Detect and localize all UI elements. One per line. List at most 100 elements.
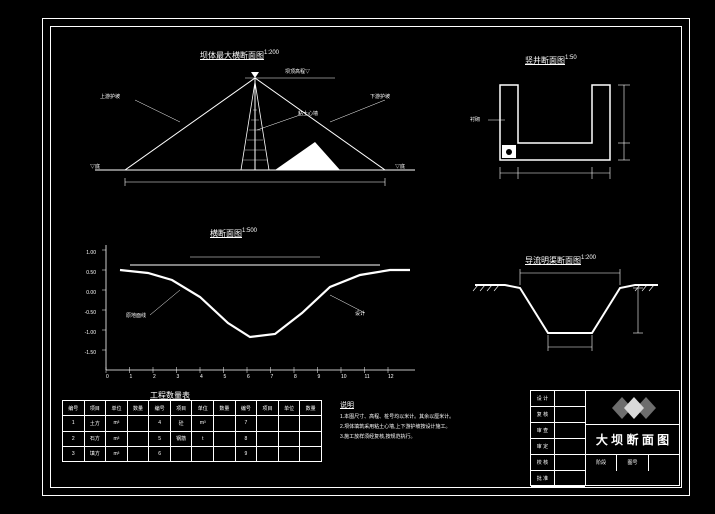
- table-cell: [214, 431, 236, 446]
- table-header-cell: 单位: [106, 401, 128, 416]
- table-cell: 9: [235, 446, 257, 461]
- table-cell: 石方: [84, 431, 106, 446]
- table-header-cell: 数量: [300, 401, 322, 416]
- dam-title-text: 坝体最大横断面图: [200, 51, 264, 60]
- table-cell: [278, 446, 300, 461]
- table-cell: m³: [106, 431, 128, 446]
- footer-stage: 阶段: [586, 455, 617, 471]
- table-cell: 2: [63, 431, 85, 446]
- dam-crest-label: 坝顶高程▽: [285, 68, 310, 75]
- table-header-cell: 编号: [235, 401, 257, 416]
- signature-label: 校 核: [531, 455, 555, 470]
- table-cell: m³: [192, 416, 214, 431]
- table-cell: 6: [149, 446, 171, 461]
- table-cell: 7: [235, 416, 257, 431]
- signature-row: 审 查: [531, 423, 585, 439]
- table-cell: 1: [63, 416, 85, 431]
- river-x-tick: 6: [247, 374, 250, 380]
- river-scale: 1:500: [242, 228, 257, 234]
- river-section-drawing: [70, 235, 420, 380]
- dam-section-drawing: [85, 60, 425, 200]
- signature-value: [555, 407, 585, 422]
- table-cell: t: [192, 431, 214, 446]
- table-cell: [300, 431, 322, 446]
- table-cell: 4: [149, 416, 171, 431]
- signature-value: [555, 471, 585, 486]
- table-cell: 填方: [84, 446, 106, 461]
- table-cell: 5: [149, 431, 171, 446]
- river-design-label: 设计: [355, 310, 365, 317]
- table-header-cell: 编号: [149, 401, 171, 416]
- table-cell: [300, 416, 322, 431]
- signature-value: [555, 439, 585, 454]
- table-header-cell: 单位: [278, 401, 300, 416]
- river-y-tick: -1.00: [74, 330, 96, 336]
- signature-label: 批 准: [531, 471, 555, 486]
- table-cell: [257, 431, 279, 446]
- river-x-tick: 11: [365, 374, 370, 380]
- table-cell: [192, 446, 214, 461]
- table-cell: [257, 416, 279, 431]
- shaft-title-text: 竖井断面图: [525, 56, 565, 65]
- table-cell: [214, 416, 236, 431]
- dam-scale: 1:200: [264, 50, 279, 56]
- river-x-tick: 8: [294, 374, 297, 380]
- note-line-3: 3.施工放样须经复核,按规范执行。: [340, 434, 520, 440]
- table-header-cell: 项目: [257, 401, 279, 416]
- table-cell: [278, 431, 300, 446]
- river-x-tick: 3: [177, 374, 180, 380]
- signature-value: [555, 423, 585, 438]
- river-x-tick: 0: [106, 374, 109, 380]
- signature-label: 审 定: [531, 439, 555, 454]
- river-x-tick: 10: [341, 374, 347, 380]
- river-x-tick: 5: [224, 374, 227, 380]
- river-ground-label: 原地面线: [126, 312, 146, 319]
- channel-section-drawing: [470, 255, 660, 375]
- shaft-side-label: 衬砌: [470, 116, 480, 123]
- table-cell: [127, 446, 149, 461]
- signature-label: 设 计: [531, 391, 555, 406]
- table-cell: [127, 431, 149, 446]
- footer-page: [649, 455, 679, 471]
- signature-label: 复 核: [531, 407, 555, 422]
- river-x-tick: 9: [318, 374, 321, 380]
- dam-upstream-label: 上游护坡: [100, 93, 120, 100]
- signature-value: [555, 455, 585, 470]
- river-y-tick: 1.00: [74, 250, 96, 256]
- table-header-cell: 项目: [170, 401, 192, 416]
- table-cell: m³: [106, 416, 128, 431]
- table-header-cell: 数量: [214, 401, 236, 416]
- table-cell: m³: [106, 446, 128, 461]
- dam-core-label: 粘土心墙: [298, 110, 318, 117]
- table-cell: [278, 416, 300, 431]
- notes-title: 说明: [340, 400, 520, 410]
- table-header-cell: 单位: [192, 401, 214, 416]
- dam-base-right: ▽底: [395, 163, 405, 170]
- river-y-tick: -1.50: [74, 350, 96, 356]
- table-cell: [127, 416, 149, 431]
- sheet-title: 大 坝 断 面 图: [586, 425, 679, 455]
- table-cell: [170, 446, 192, 461]
- river-x-tick: 7: [271, 374, 274, 380]
- table-header-cell: 数量: [127, 401, 149, 416]
- river-x-tick: 2: [153, 374, 156, 380]
- signature-row: 审 定: [531, 439, 585, 455]
- title-block-signatures: 设 计复 核审 查审 定校 核批 准: [531, 391, 586, 485]
- shaft-section-drawing: [480, 65, 650, 195]
- table-cell: 砼: [170, 416, 192, 431]
- shaft-scale: 1:50: [565, 55, 577, 61]
- river-x-tick: 1: [130, 374, 133, 380]
- signature-value: [555, 391, 585, 406]
- table-cell: [214, 446, 236, 461]
- footer-sheet-no: 图号: [617, 455, 648, 471]
- quantities-table: 编号项目单位数量编号项目单位数量编号项目单位数量1土方m³4砼m³72石方m³5…: [62, 400, 322, 462]
- signature-row: 校 核: [531, 455, 585, 471]
- note-line-2: 2.坝体填筑采用粘土心墙,上下游护坡按设计施工。: [340, 424, 520, 430]
- table-cell: 钢筋: [170, 431, 192, 446]
- title-block: 设 计复 核审 查审 定校 核批 准 大 坝 断 面 图 阶段 图号: [530, 390, 680, 486]
- signature-row: 复 核: [531, 407, 585, 423]
- title-block-footer: 阶段 图号: [586, 455, 679, 471]
- table-header-cell: 编号: [63, 401, 85, 416]
- table-cell: [300, 446, 322, 461]
- river-x-tick: 4: [200, 374, 203, 380]
